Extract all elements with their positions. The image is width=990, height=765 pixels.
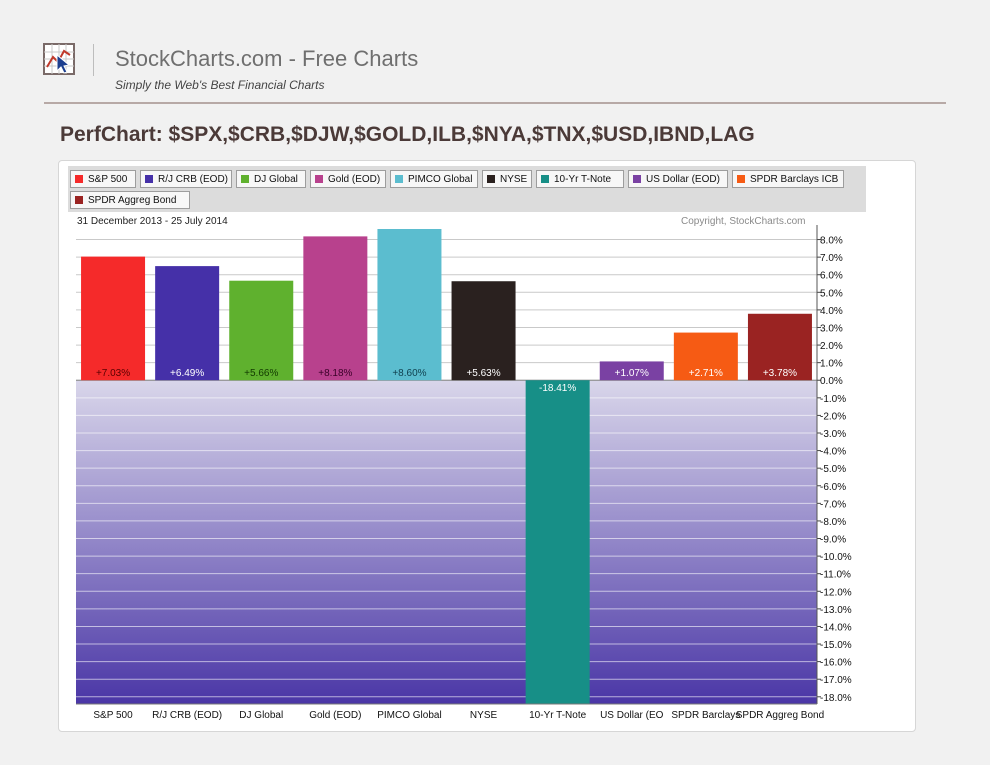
- y-tick-label: -8.0%: [820, 517, 846, 528]
- legend-label: SPDR Barclays ICB: [750, 173, 839, 185]
- bar-nyse: [451, 281, 516, 381]
- legend-label: S&P 500: [88, 173, 128, 185]
- legend-item-sp500[interactable]: S&P 500: [70, 170, 136, 188]
- legend-item-rj-crb[interactable]: R/J CRB (EOD): [140, 170, 232, 188]
- x-category-label: DJ Global: [239, 710, 283, 721]
- legend-swatch-icon: [241, 175, 249, 183]
- data-label: +5.66%: [244, 368, 278, 379]
- y-tick-label: -17.0%: [820, 675, 852, 686]
- legend-item-10yr-tnote[interactable]: 10-Yr T-Note: [536, 170, 624, 188]
- y-tick-label: -12.0%: [820, 587, 852, 598]
- perfchart-title: PerfChart: $SPX,$CRB,$DJW,$GOLD,ILB,$NYA…: [60, 123, 755, 146]
- y-tick-label: -14.0%: [820, 622, 852, 633]
- legend-item-us-dollar[interactable]: US Dollar (EOD): [628, 170, 728, 188]
- site-title[interactable]: StockCharts.com - Free Charts: [115, 46, 419, 71]
- legend-label: SPDR Aggreg Bond: [88, 194, 177, 206]
- y-tick-label: 1.0%: [820, 359, 843, 370]
- site-tagline: Simply the Web's Best Financial Charts: [115, 78, 325, 92]
- data-label: +7.03%: [96, 368, 130, 379]
- y-tick-label: 4.0%: [820, 306, 843, 317]
- header-divider: [93, 44, 94, 76]
- y-tick-label: -5.0%: [820, 464, 846, 475]
- x-category-label: US Dollar (EO: [600, 710, 664, 721]
- bar-spdr-aggreg-bond: [747, 313, 812, 381]
- y-tick-label: 6.0%: [820, 271, 843, 282]
- y-tick-label: 5.0%: [820, 288, 843, 299]
- x-category-label: 10-Yr T-Note: [529, 710, 586, 721]
- x-category-label: NYSE: [470, 710, 498, 721]
- legend-item-nyse[interactable]: NYSE: [482, 170, 532, 188]
- x-category-label: SPDR Barclays: [671, 710, 740, 721]
- y-tick-label: -9.0%: [820, 535, 846, 546]
- y-tick-label: -2.0%: [820, 411, 846, 422]
- y-tick-label: -10.0%: [820, 552, 852, 563]
- bar-dj-global: [229, 280, 294, 381]
- negative-region: [76, 380, 817, 704]
- legend-item-gold[interactable]: Gold (EOD): [310, 170, 386, 188]
- y-tick-label: -18.0%: [820, 693, 852, 704]
- bar-spdr-barclays-icb: [673, 332, 738, 381]
- legend-swatch-icon: [395, 175, 403, 183]
- bar-gold-eod: [303, 236, 368, 381]
- y-tick-label: -7.0%: [820, 499, 846, 510]
- x-category-label: R/J CRB (EOD): [152, 710, 222, 721]
- x-category-label: SPDR Aggreg Bond: [736, 710, 824, 721]
- y-tick-label: 0.0%: [820, 376, 843, 387]
- chart-legend: S&P 500 R/J CRB (EOD) DJ Global Gold (EO…: [68, 166, 866, 212]
- legend-swatch-icon: [541, 175, 549, 183]
- data-label: +6.49%: [170, 368, 204, 379]
- y-tick-label: 2.0%: [820, 341, 843, 352]
- x-category-label: S&P 500: [93, 710, 133, 721]
- chart-period: 31 December 2013 - 25 July 2014: [77, 216, 228, 227]
- legend-label: NYSE: [500, 173, 528, 185]
- legend-label: US Dollar (EOD): [646, 173, 720, 185]
- legend-label: 10-Yr T-Note: [554, 173, 612, 185]
- bar-r-j-crb-eod: [155, 266, 220, 381]
- data-label: +1.07%: [615, 368, 649, 379]
- bar-s-p-500: [81, 256, 146, 381]
- legend-swatch-icon: [75, 196, 83, 204]
- legend-swatch-icon: [487, 175, 495, 183]
- legend-swatch-icon: [145, 175, 153, 183]
- data-label: -18.41%: [539, 383, 576, 394]
- legend-label: R/J CRB (EOD): [158, 173, 228, 185]
- y-tick-label: -6.0%: [820, 482, 846, 493]
- legend-swatch-icon: [737, 175, 745, 183]
- x-category-label: Gold (EOD): [309, 710, 361, 721]
- legend-label: DJ Global: [254, 173, 298, 185]
- y-tick-label: -11.0%: [820, 570, 851, 581]
- legend-swatch-icon: [633, 175, 641, 183]
- chart-copyright: Copyright, StockCharts.com: [681, 216, 806, 227]
- y-tick-label: 8.0%: [820, 236, 843, 247]
- data-label: +2.71%: [689, 368, 723, 379]
- y-tick-label: -1.0%: [820, 394, 846, 405]
- data-label: +3.78%: [763, 368, 797, 379]
- y-tick-label: 7.0%: [820, 253, 843, 264]
- stockcharts-logo-icon[interactable]: [43, 43, 75, 75]
- y-tick-label: 3.0%: [820, 323, 843, 334]
- legend-label: Gold (EOD): [328, 173, 381, 185]
- y-tick-label: -4.0%: [820, 447, 846, 458]
- legend-item-spdr-aggreg-bond[interactable]: SPDR Aggreg Bond: [70, 191, 190, 209]
- header-rule: [44, 102, 946, 104]
- legend-item-dj-global[interactable]: DJ Global: [236, 170, 306, 188]
- legend-label: PIMCO Global: [408, 173, 473, 185]
- y-tick-label: -13.0%: [820, 605, 852, 616]
- legend-swatch-icon: [315, 175, 323, 183]
- legend-item-pimco-global[interactable]: PIMCO Global: [390, 170, 478, 188]
- y-tick-label: -15.0%: [820, 640, 852, 651]
- legend-item-spdr-barclays-icb[interactable]: SPDR Barclays ICB: [732, 170, 844, 188]
- data-label: +8.18%: [318, 368, 352, 379]
- data-label: +8.60%: [392, 368, 426, 379]
- bar-10-yr-t-note: [525, 380, 590, 704]
- y-tick-label: -3.0%: [820, 429, 846, 440]
- bar-us-dollar-eod: [599, 361, 664, 381]
- bar-pimco-global: [377, 229, 442, 381]
- legend-swatch-icon: [75, 175, 83, 183]
- data-label: +5.63%: [466, 368, 500, 379]
- x-category-label: PIMCO Global: [377, 710, 441, 721]
- y-tick-label: -16.0%: [820, 658, 852, 669]
